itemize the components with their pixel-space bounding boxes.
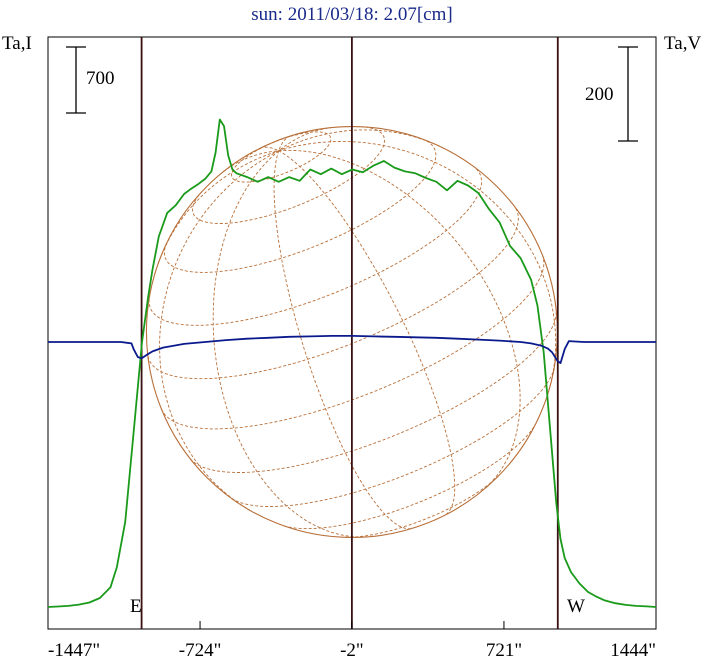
longitude-line	[278, 149, 521, 488]
longitude-line	[157, 150, 279, 265]
latitude-line	[345, 474, 500, 538]
limb-label-east: E	[130, 596, 142, 617]
x-tick-label: 1444"	[610, 640, 656, 661]
latitude-line	[148, 167, 482, 326]
chart-title: sun: 2011/03/18: 2.07[cm]	[251, 4, 452, 25]
latitude-line	[283, 423, 536, 530]
y-axis-label-left: Ta,I	[2, 33, 32, 54]
scale-bar-left: 700	[66, 46, 115, 114]
longitude-line	[259, 146, 279, 152]
longitude-line	[278, 140, 557, 391]
longitude-line	[212, 150, 364, 538]
y-axis-label-right: Ta,V	[664, 33, 701, 54]
longitude-line	[278, 150, 456, 515]
scale-label-right: 200	[585, 84, 614, 105]
latitude-line	[147, 207, 519, 380]
longitude-line	[159, 150, 279, 512]
latitude-line	[189, 310, 557, 473]
x-tick-label: -2"	[340, 640, 364, 661]
series-group	[47, 118, 657, 608]
limb-lines	[140, 37, 559, 629]
longitude-line	[278, 135, 291, 151]
latitude-line	[192, 126, 385, 224]
x-tick-label: 721"	[486, 640, 522, 661]
longitude-line	[273, 150, 411, 530]
x-axis-ticks: -1447" -724" -2" 721" 1444"	[47, 621, 657, 661]
x-tick-label: -724"	[179, 640, 222, 661]
latitude-line	[231, 131, 332, 183]
series-line-I	[47, 118, 657, 608]
latitude-line	[231, 367, 555, 507]
scale-bar-right: 200	[585, 46, 638, 142]
longitude-line	[278, 129, 445, 152]
series-line-V	[48, 335, 656, 364]
limb-label-west: W	[567, 596, 585, 617]
latitude-line	[163, 138, 437, 273]
x-tick-label: -1447"	[48, 640, 100, 661]
scale-label-left: 700	[86, 68, 115, 89]
latitude-line	[161, 254, 545, 430]
